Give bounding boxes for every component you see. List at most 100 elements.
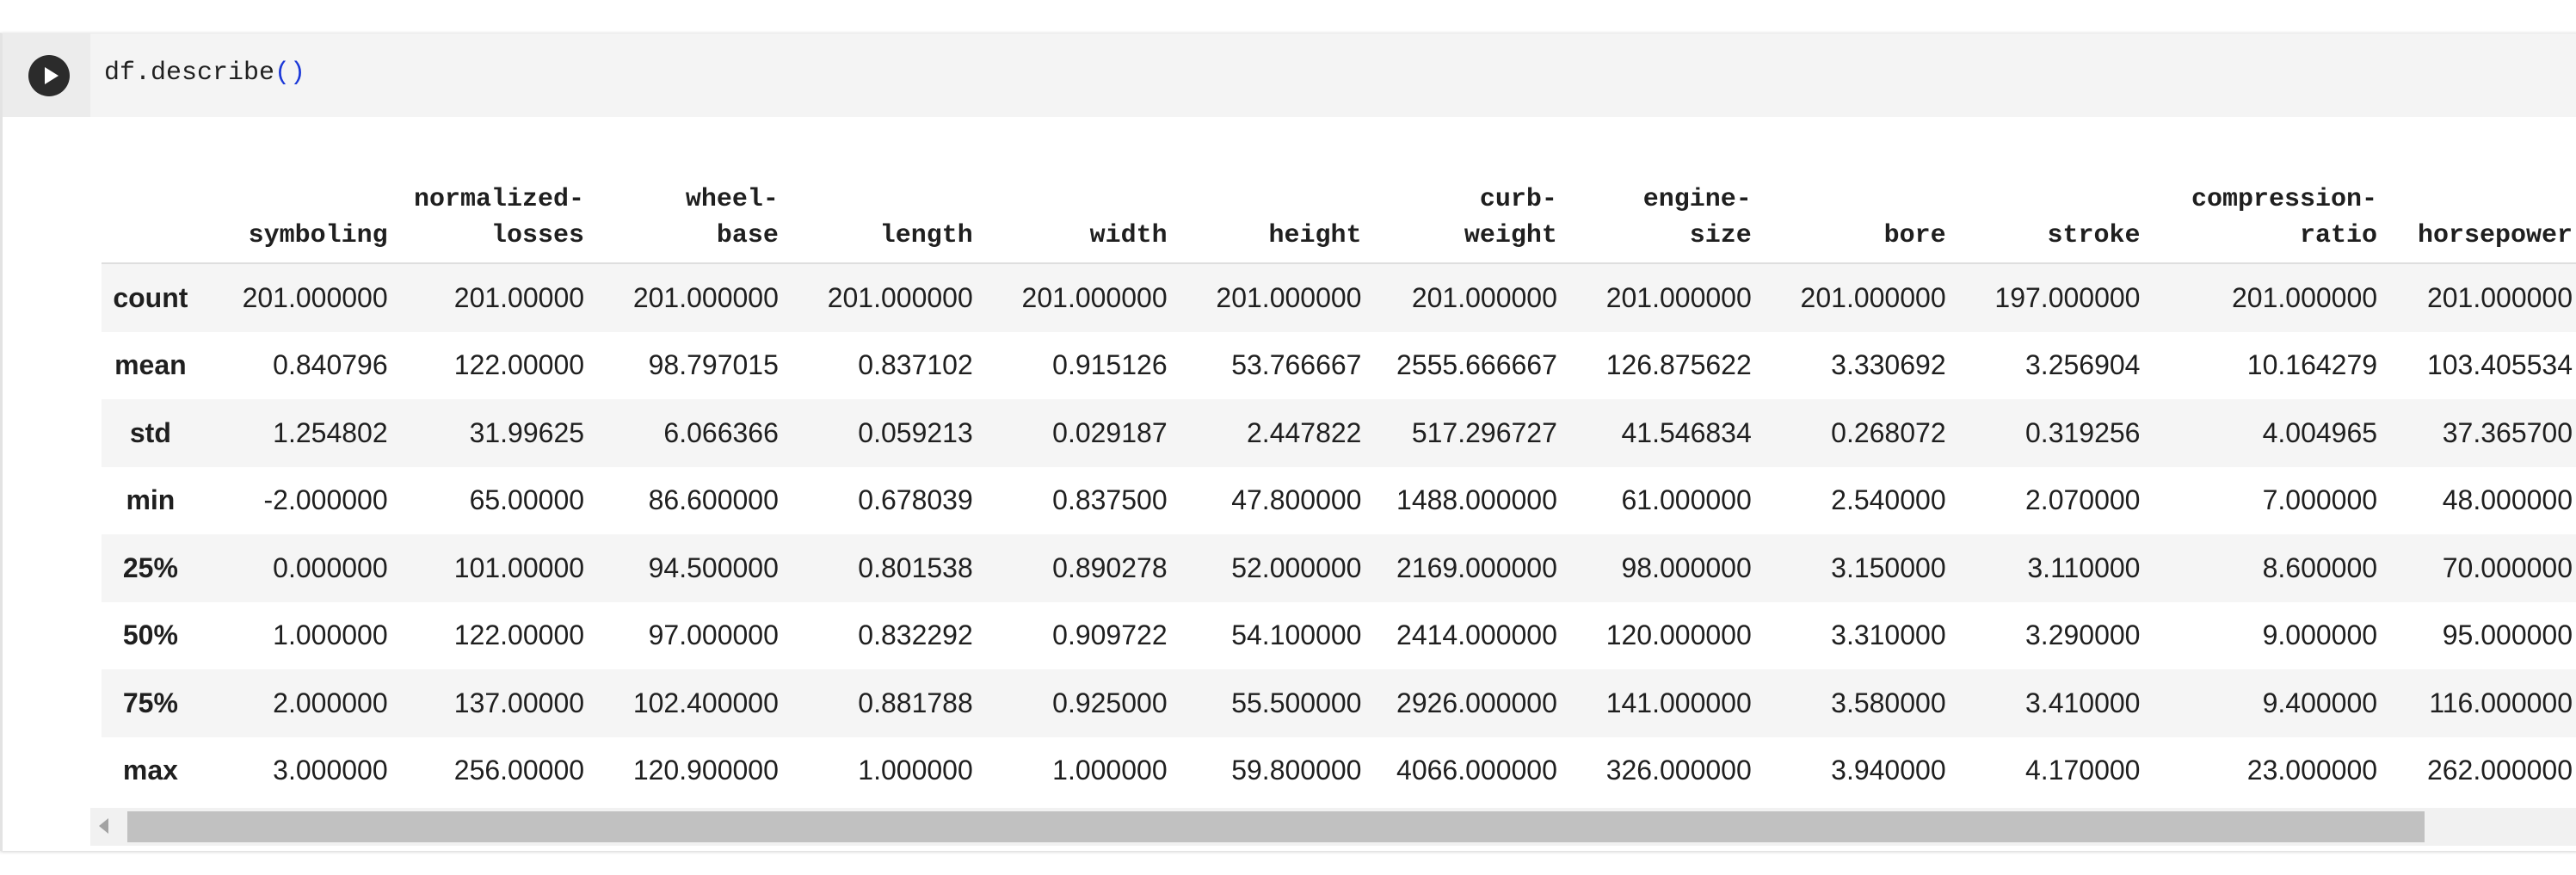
column-header-line: symboling bbox=[248, 221, 388, 250]
table-cell: 3.000000 bbox=[273, 755, 388, 786]
table-cell: 2.000000 bbox=[273, 687, 388, 718]
table-cell: 201.000000 bbox=[2232, 281, 2378, 313]
column-header: normalized-losses bbox=[393, 150, 591, 264]
table-cell: 137.00000 bbox=[453, 687, 585, 718]
column-header-line: horsepower bbox=[2417, 221, 2573, 250]
table-cell: 3.290000 bbox=[2025, 619, 2141, 651]
table-cell: 2555.666667 bbox=[1396, 349, 1557, 381]
table-cell: 94.500000 bbox=[648, 551, 779, 583]
column-header-line: stroke bbox=[2047, 221, 2141, 250]
table-cell: 2169.000000 bbox=[1396, 551, 1557, 583]
table-cell: 0.837102 bbox=[858, 349, 973, 381]
table-cell: 0.915126 bbox=[1052, 349, 1168, 381]
table-cell: 3.150000 bbox=[1831, 551, 1946, 583]
play-icon bbox=[45, 67, 59, 84]
scrollbar-thumb[interactable] bbox=[127, 811, 2425, 842]
table-cell: 8.600000 bbox=[2262, 551, 2378, 583]
table-cell: 98.000000 bbox=[1621, 551, 1752, 583]
table-cell: 65.00000 bbox=[469, 484, 585, 516]
column-header-line: curb- bbox=[1479, 185, 1557, 214]
table-cell: 2414.000000 bbox=[1396, 619, 1557, 651]
table-row: 50% 1.000000 122.00000 97.000000 0.832292 0.9… bbox=[102, 601, 2576, 669]
table-cell: 2.070000 bbox=[2025, 484, 2141, 516]
row-label: mean bbox=[114, 349, 187, 381]
table-cell: 1.000000 bbox=[273, 619, 388, 651]
table-cell: 103.405534 bbox=[2426, 349, 2573, 381]
column-header: engine-size bbox=[1562, 150, 1758, 264]
column-header-line: compression- bbox=[2191, 185, 2378, 214]
column-header-line: length bbox=[879, 221, 973, 250]
table-cell: 0.837500 bbox=[1052, 484, 1168, 516]
column-header-line: width bbox=[1089, 221, 1168, 250]
table-cell: 0.840796 bbox=[273, 349, 388, 381]
table-cell: 3.330692 bbox=[1831, 349, 1946, 381]
table-cell: 0.000000 bbox=[273, 551, 388, 583]
table-cell: 1.000000 bbox=[858, 755, 973, 786]
table-cell: 120.900000 bbox=[632, 755, 779, 786]
chevron-left-icon[interactable] bbox=[99, 818, 108, 834]
table-row: mean 0.840796 122.00000 98.797015 0.837102 0.… bbox=[102, 331, 2576, 399]
row-label: std bbox=[129, 416, 171, 448]
table-cell: 10.164279 bbox=[2246, 349, 2378, 381]
row-label: count bbox=[113, 281, 188, 313]
table-cell: 97.000000 bbox=[648, 619, 779, 651]
table-cell: 1.000000 bbox=[1052, 755, 1168, 786]
table-cell: 41.546834 bbox=[1621, 416, 1752, 448]
table-cell: 122.00000 bbox=[453, 619, 585, 651]
table-cell: 0.678039 bbox=[858, 484, 973, 516]
table-cell: 7.000000 bbox=[2262, 484, 2378, 516]
table-cell: 141.000000 bbox=[1605, 687, 1752, 718]
table-cell: 4.170000 bbox=[2025, 755, 2141, 786]
cell-output: symboling normalized-losses wheel-base leng… bbox=[102, 150, 2576, 804]
table-cell: 1.254802 bbox=[273, 416, 388, 448]
table-cell: 201.000000 bbox=[242, 281, 388, 313]
code-editor[interactable]: df.describe() bbox=[104, 58, 305, 89]
table-cell: 201.000000 bbox=[1411, 281, 1557, 313]
table-cell: 23.000000 bbox=[2246, 755, 2378, 786]
table-row: count 201.000000 201.00000 201.000000 201.00… bbox=[102, 263, 2576, 332]
column-header: horsepower bbox=[2383, 150, 2576, 264]
horizontal-scrollbar[interactable] bbox=[90, 808, 2576, 846]
table-cell: 201.000000 bbox=[1216, 281, 1362, 313]
table-cell: 201.000000 bbox=[1605, 281, 1752, 313]
table-cell: 201.000000 bbox=[632, 281, 779, 313]
index-header bbox=[102, 150, 200, 264]
notebook-cell: df.describe() symboling normalized-losses… bbox=[0, 33, 2576, 851]
row-label: min bbox=[126, 484, 176, 516]
table-cell: 262.000000 bbox=[2426, 755, 2573, 786]
table-cell: 53.766667 bbox=[1231, 349, 1362, 381]
table-cell: 3.410000 bbox=[2025, 687, 2141, 718]
table-cell: 61.000000 bbox=[1621, 484, 1752, 516]
table-cell: 1488.000000 bbox=[1396, 484, 1557, 516]
table-cell: 95.000000 bbox=[2442, 619, 2573, 651]
table-header-row: symboling normalized-losses wheel-base leng… bbox=[102, 150, 2576, 264]
table-cell: 3.940000 bbox=[1831, 755, 1946, 786]
table-cell: 4.004965 bbox=[2262, 416, 2378, 448]
column-header-line: bore bbox=[1883, 221, 1946, 250]
run-cell-button[interactable] bbox=[28, 55, 70, 96]
column-header-line: ratio bbox=[2300, 221, 2378, 250]
table-cell: 55.500000 bbox=[1231, 687, 1362, 718]
code-input[interactable]: df.describe() bbox=[3, 34, 2576, 117]
table-cell: 326.000000 bbox=[1605, 755, 1752, 786]
table-cell: 59.800000 bbox=[1231, 755, 1362, 786]
table-cell: 201.000000 bbox=[827, 281, 973, 313]
cell-gutter bbox=[3, 34, 90, 117]
table-cell: 3.580000 bbox=[1831, 687, 1946, 718]
table-cell: 201.00000 bbox=[453, 281, 585, 313]
table-cell: 3.110000 bbox=[2027, 551, 2141, 583]
column-header: symboling bbox=[199, 150, 394, 264]
row-label: 25% bbox=[122, 551, 178, 583]
table-row: min -2.000000 65.00000 86.600000 0.678039 0.8… bbox=[102, 466, 2576, 534]
row-label: 75% bbox=[122, 687, 178, 718]
table-cell: 517.296727 bbox=[1411, 416, 1557, 448]
table-cell: 0.890278 bbox=[1052, 551, 1168, 583]
table-cell: 31.99625 bbox=[469, 416, 585, 448]
column-header-line: wheel- bbox=[685, 185, 779, 214]
table-cell: 3.256904 bbox=[2025, 349, 2141, 381]
table-cell: 0.801538 bbox=[858, 551, 973, 583]
column-header: compression-ratio bbox=[2146, 150, 2384, 264]
column-header-line: weight bbox=[1464, 221, 1557, 250]
column-header: curb-weight bbox=[1367, 150, 1563, 264]
column-header: bore bbox=[1757, 150, 1952, 264]
